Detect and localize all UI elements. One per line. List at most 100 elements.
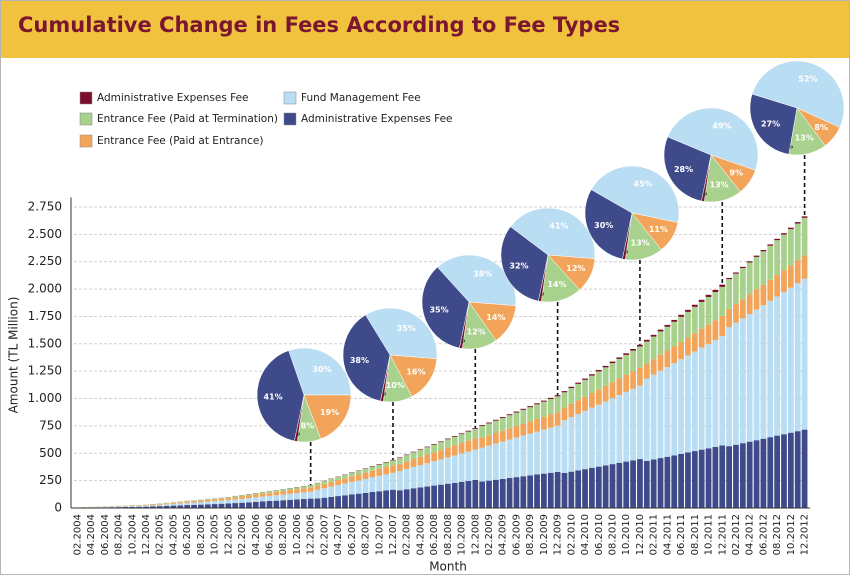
- bar-segment: [459, 433, 465, 434]
- bar-segment: [548, 399, 554, 414]
- bar-segment: [802, 279, 808, 430]
- bar-segment: [685, 355, 691, 452]
- bar-segment: [376, 476, 382, 491]
- x-tick-label: 02.2011: [649, 514, 660, 555]
- bar-segment: [177, 502, 183, 503]
- x-tick-label: 12.2011: [717, 514, 728, 555]
- bar-segment: [486, 423, 492, 424]
- bar-segment: [486, 435, 492, 445]
- bar-segment: [795, 222, 801, 223]
- x-tick-label: 08.2011: [690, 514, 701, 555]
- bar-segment: [719, 445, 725, 508]
- bar-segment: [198, 500, 204, 501]
- bar-segment: [603, 401, 609, 465]
- bar-segment: [431, 444, 437, 445]
- bar-segment: [246, 494, 252, 495]
- bar-segment: [500, 418, 506, 431]
- bar-segment: [589, 393, 595, 408]
- bar-segment: [726, 446, 732, 508]
- bar-segment: [767, 437, 773, 508]
- x-tick-label: 04.2010: [580, 514, 591, 555]
- bar-segment: [411, 467, 417, 488]
- bar-segment: [740, 268, 746, 299]
- bar-segment: [301, 492, 307, 499]
- bar-segment: [129, 505, 135, 506]
- bar-segment: [726, 309, 732, 327]
- bar-segment: [596, 405, 602, 467]
- bar-segment: [781, 434, 787, 508]
- bar-segment: [747, 442, 753, 508]
- bar-segment: [370, 492, 376, 508]
- bar-segment: [445, 448, 451, 458]
- bar-segment: [198, 501, 204, 503]
- pie-label: 49%: [712, 122, 731, 131]
- bar-segment: [548, 473, 554, 508]
- bar-segment: [678, 315, 684, 317]
- bar-segment: [630, 389, 636, 460]
- bar-segment: [424, 447, 430, 448]
- bar-segment: [418, 450, 424, 457]
- x-tick-label: 02.2005: [155, 514, 166, 555]
- bar-segment: [616, 395, 622, 463]
- bar-segment: [534, 475, 540, 508]
- bar-segment: [520, 409, 526, 410]
- bar-segment: [582, 380, 588, 397]
- bar-segment: [651, 337, 657, 360]
- x-tick-label: 08.2004: [114, 514, 125, 555]
- bar-segment: [136, 506, 142, 507]
- bar-segment: [273, 495, 279, 500]
- bar-segment: [486, 481, 492, 508]
- bar-segment: [479, 426, 485, 438]
- legend-swatch: [80, 135, 92, 147]
- bar-segment: [637, 345, 643, 347]
- bar-segment: [356, 494, 362, 508]
- bar-segment: [164, 503, 170, 504]
- bar-segment: [342, 484, 348, 496]
- bar-segment: [466, 481, 472, 508]
- bar-segment: [795, 283, 801, 431]
- bar-segment: [287, 494, 293, 500]
- bar-segment: [411, 488, 417, 508]
- bar-segment: [630, 351, 636, 372]
- bar-segment: [383, 462, 389, 467]
- bar-segment: [397, 457, 403, 458]
- bar-segment: [555, 426, 561, 472]
- bar-segment: [774, 239, 780, 240]
- legend-label: Administrative Expenses Fee: [97, 92, 249, 104]
- x-tick-label: 02.2007: [319, 514, 330, 555]
- bar-segment: [788, 265, 794, 287]
- bar-segment: [157, 505, 163, 506]
- y-tick-label: 250: [39, 473, 62, 487]
- bar-segment: [562, 391, 568, 392]
- bar-segment: [493, 480, 499, 508]
- bar-segment: [205, 499, 211, 500]
- bar-segment: [802, 216, 808, 217]
- bar-segment: [754, 257, 760, 290]
- bar-segment: [637, 459, 643, 508]
- bar-segment: [644, 363, 650, 378]
- bar-segment: [376, 469, 382, 476]
- bar-segment: [493, 444, 499, 480]
- bar-segment: [438, 441, 444, 442]
- bar-segment: [438, 450, 444, 459]
- bar-segment: [356, 475, 362, 481]
- bar-segment: [315, 490, 321, 499]
- bar-segment: [404, 462, 410, 469]
- bar-segment: [212, 498, 218, 499]
- bar-segment: [383, 474, 389, 490]
- bar-segment: [658, 371, 664, 458]
- bar-segment: [376, 464, 382, 468]
- bar-segment: [129, 506, 135, 507]
- bar-segment: [706, 344, 712, 449]
- bar-segment: [596, 370, 602, 371]
- bar-segment: [664, 457, 670, 508]
- bar-segment: [603, 465, 609, 508]
- bar-segment: [315, 498, 321, 508]
- x-tick-label: 02.2010: [566, 514, 577, 555]
- bar-segment: [404, 455, 410, 461]
- bar-segment: [253, 497, 259, 501]
- pie-label: 13%: [795, 134, 814, 143]
- bar-segment: [452, 455, 458, 482]
- bar-segment: [514, 413, 520, 426]
- bar-segment: [418, 487, 424, 508]
